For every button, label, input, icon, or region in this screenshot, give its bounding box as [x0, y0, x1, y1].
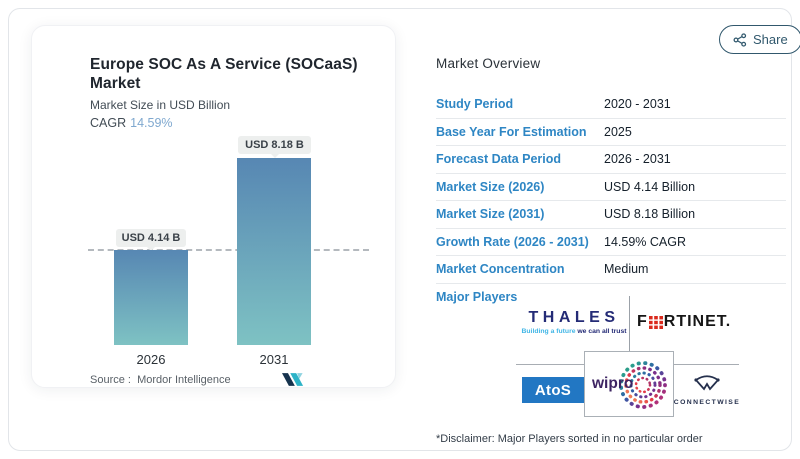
row-label: Growth Rate (2026 - 2031) — [436, 234, 589, 249]
table-row: Market Size (2031) USD 8.18 Billion — [436, 201, 786, 229]
bar-2031 — [237, 158, 311, 345]
row-label: Base Year For Estimation — [436, 124, 587, 139]
row-value: 2025 — [604, 124, 632, 139]
fortinet-wordmark-rtinet: RTINET. — [663, 313, 732, 330]
atos-logo: AtoS — [522, 377, 584, 403]
source-label: Source : — [90, 374, 131, 386]
row-value: USD 8.18 Billion — [604, 207, 696, 222]
chart-cagr: CAGR 14.59% — [90, 116, 173, 130]
major-players-label: Major Players — [436, 290, 518, 305]
row-value: 2026 - 2031 — [604, 152, 671, 167]
row-label: Forecast Data Period — [436, 152, 562, 167]
table-row: Base Year For Estimation 2025 — [436, 119, 786, 146]
connectwise-mark-icon — [694, 375, 720, 391]
players-horizontal-divider-right — [673, 364, 739, 365]
market-chart-card: Europe SOC As A Service (SOCaaS) Market … — [31, 25, 396, 388]
x-tick-2031: 2031 — [259, 352, 289, 367]
table-row: Forecast Data Period 2026 - 2031 — [436, 146, 786, 174]
atos-wordmark: AtoS — [534, 381, 572, 399]
share-button-label: Share — [753, 32, 788, 47]
thales-tagline: Building a future we can all trust — [521, 328, 627, 335]
x-tick-2026: 2026 — [136, 352, 166, 367]
wipro-wordmark: wipro — [592, 375, 634, 392]
row-label: Market Size (2026) — [436, 179, 545, 194]
connectwise-logo: CONNECTWISE — [669, 372, 745, 406]
wipro-spiral-icon — [619, 361, 667, 409]
row-value: 2020 - 2031 — [604, 97, 671, 112]
row-label: Market Size (2031) — [436, 207, 545, 222]
table-row: Growth Rate (2026 - 2031) 14.59% CAGR — [436, 229, 786, 256]
source-attribution: Source : Mordor Intelligence — [90, 374, 231, 386]
cagr-label: CAGR — [90, 116, 127, 130]
row-label: Study Period — [436, 97, 514, 112]
overview-heading: Market Overview — [436, 56, 541, 71]
bar-value-label-2026: USD 4.14 B — [116, 229, 186, 251]
infographic-card: Europe SOC As A Service (SOCaaS) Market … — [8, 8, 800, 451]
table-row-major-players: Major Players — [436, 284, 786, 312]
bar-2026 — [114, 250, 188, 345]
row-label: Market Concentration — [436, 262, 565, 277]
fortinet-logo: F RTINET. — [637, 313, 731, 331]
table-row: Study Period 2020 - 2031 — [436, 91, 786, 119]
chart-title: Europe SOC As A Service (SOCaaS) Market — [90, 55, 370, 93]
wipro-logo: wipro — [584, 351, 674, 417]
chart-subtitle: Market Size in USD Billion — [90, 98, 231, 112]
players-vertical-divider — [629, 296, 630, 352]
mordor-intelligence-logo-icon — [282, 373, 304, 386]
row-value: USD 4.14 Billion — [604, 179, 696, 194]
connectwise-wordmark: CONNECTWISE — [673, 399, 741, 406]
players-horizontal-divider-left — [516, 364, 584, 365]
cagr-value: 14.59% — [130, 116, 173, 130]
chart-title-line2: Market — [90, 75, 141, 92]
bar-value-label-2031: USD 8.18 B — [238, 136, 311, 158]
source-value: Mordor Intelligence — [137, 374, 231, 386]
fortinet-grid-icon — [648, 315, 663, 329]
thales-wordmark: THALES — [528, 309, 620, 326]
reference-dashed-line — [88, 249, 369, 251]
share-button[interactable]: Share — [719, 25, 800, 54]
share-nodes-icon — [733, 32, 747, 47]
disclaimer-text: *Disclaimer: Major Players sorted in no … — [436, 433, 703, 445]
fortinet-wordmark-f: F — [637, 313, 648, 330]
row-value: Medium — [604, 262, 649, 277]
table-row: Market Concentration Medium — [436, 256, 786, 284]
thales-logo: THALES Building a future we can all trus… — [521, 309, 627, 335]
row-value: 14.59% CAGR — [604, 234, 686, 249]
market-overview-table: Study Period 2020 - 2031 Base Year For E… — [436, 91, 786, 311]
chart-title-line1: Europe SOC As A Service (SOCaaS) — [90, 56, 358, 73]
table-row: Market Size (2026) USD 4.14 Billion — [436, 174, 786, 201]
